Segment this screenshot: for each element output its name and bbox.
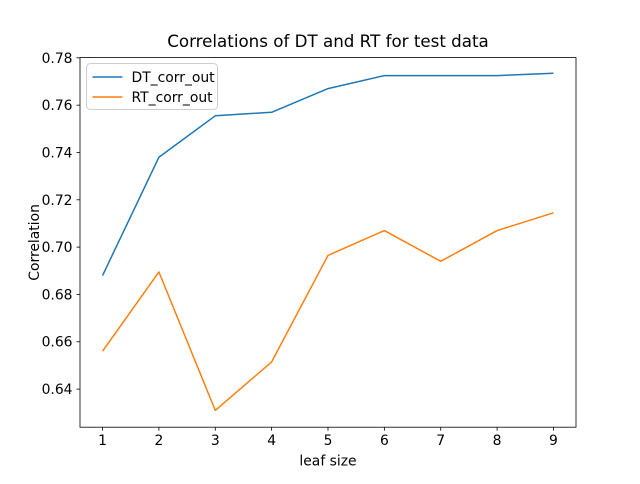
y-tick-label: 0.64: [42, 382, 73, 398]
x-tick-label: 1: [98, 433, 107, 449]
y-tick-label: 0.70: [42, 240, 73, 256]
x-tick-label: 9: [549, 433, 558, 449]
x-tick-label: 4: [267, 433, 276, 449]
y-tick-label: 0.72: [42, 193, 73, 209]
series-line-dt_corr_out: [101, 72, 554, 276]
plot-background: [80, 57, 576, 428]
x-tick-label: 2: [154, 433, 163, 449]
legend-label: RT_corr_out: [132, 90, 214, 106]
chart-title: Correlations of DT and RT for test data: [167, 31, 489, 51]
x-tick-label: 6: [380, 433, 389, 449]
x-axis: 1 2 3 4 5 6 7 8 9: [98, 427, 558, 449]
y-axis: 0.64 0.66 0.68 0.70 0.72 0.74 0.76 0.78: [42, 51, 80, 398]
x-axis-label: leaf size: [299, 454, 356, 470]
y-tick-label: 0.74: [42, 145, 73, 161]
x-tick-label: 7: [436, 433, 445, 449]
legend-frame: [86, 63, 218, 110]
legend: DT_corr_out RT_corr_out: [86, 63, 218, 110]
y-tick-label: 0.66: [42, 335, 73, 351]
legend-item-dt_corr_out: DT_corr_out: [92, 70, 216, 86]
y-tick-label: 0.68: [42, 287, 73, 303]
plot-area: 1 2 3 4 5 6 7 8 9 0.64 0.66 0.68 0.70 0.72 0.74 0.76 0.7…: [42, 51, 577, 449]
x-tick-label: 5: [324, 433, 333, 449]
y-tick-label: 0.76: [42, 98, 73, 114]
x-tick-label: 3: [211, 433, 220, 449]
y-tick-label: 0.78: [42, 51, 73, 67]
legend-item-rt_corr_out: RT_corr_out: [92, 90, 214, 106]
series-line-rt_corr_out: [101, 212, 554, 412]
y-axis-label: Correlation: [27, 204, 43, 281]
x-tick-label: 8: [493, 433, 502, 449]
legend-label: DT_corr_out: [132, 70, 216, 86]
